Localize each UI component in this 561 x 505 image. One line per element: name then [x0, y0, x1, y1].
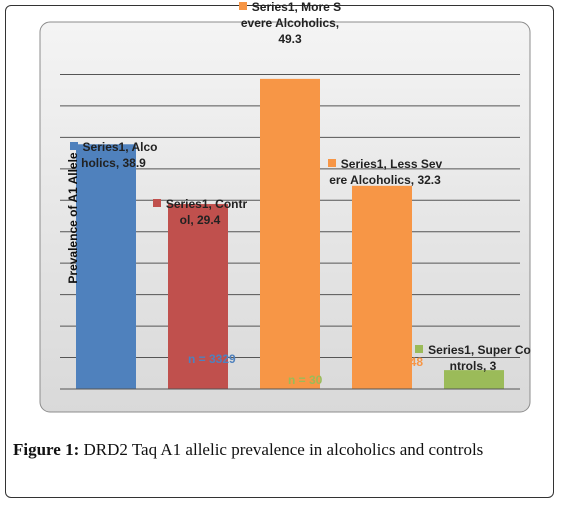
caption-label: Figure 1:: [13, 440, 80, 459]
sample-size-note: n = 30: [288, 373, 323, 387]
caption-text: DRD2 Taq A1 allelic prevalence in alcoho…: [83, 440, 484, 459]
value-label-text: Series1, Control, 29.4: [165, 197, 248, 228]
bar: [260, 78, 320, 389]
value-label: Series1, Less Severe Alcoholics, 32.3: [326, 156, 444, 188]
value-label: Series1, More Severe Alcoholics, 49.3: [236, 0, 344, 47]
value-label-text: Series1, Less Severe Alcoholics, 32.3: [329, 156, 443, 187]
label-key: [415, 345, 424, 354]
value-label: Series1, Super Controls, 3: [412, 342, 534, 374]
bar: [76, 144, 136, 389]
caption: Figure 1: DRD2 Taq A1 allelic prevalence…: [13, 440, 483, 460]
value-label-text: Series1, More Severe Alcoholics, 49.3: [240, 0, 342, 46]
value-label-text: Series1, Super Controls, 3: [428, 343, 531, 374]
bar: [352, 185, 412, 389]
value-label-text: Series1, Alcoholics, 38.9: [81, 140, 158, 171]
label-key: [152, 199, 161, 208]
chart: [39, 21, 531, 413]
figure-frame: [5, 5, 554, 498]
label-key: [327, 158, 336, 167]
bar: [444, 370, 504, 389]
y-axis-label: Prevalence of A1 Allele: [66, 152, 80, 284]
value-label: Series1, Alcoholics, 38.9: [66, 139, 161, 171]
bar: [168, 204, 228, 389]
value-label: Series1, Control, 29.4: [150, 196, 250, 228]
sample-size-note: n = 748: [382, 355, 424, 369]
label-key: [238, 1, 247, 10]
sample-size-note: n = 3329: [188, 352, 236, 366]
label-key: [69, 142, 78, 151]
